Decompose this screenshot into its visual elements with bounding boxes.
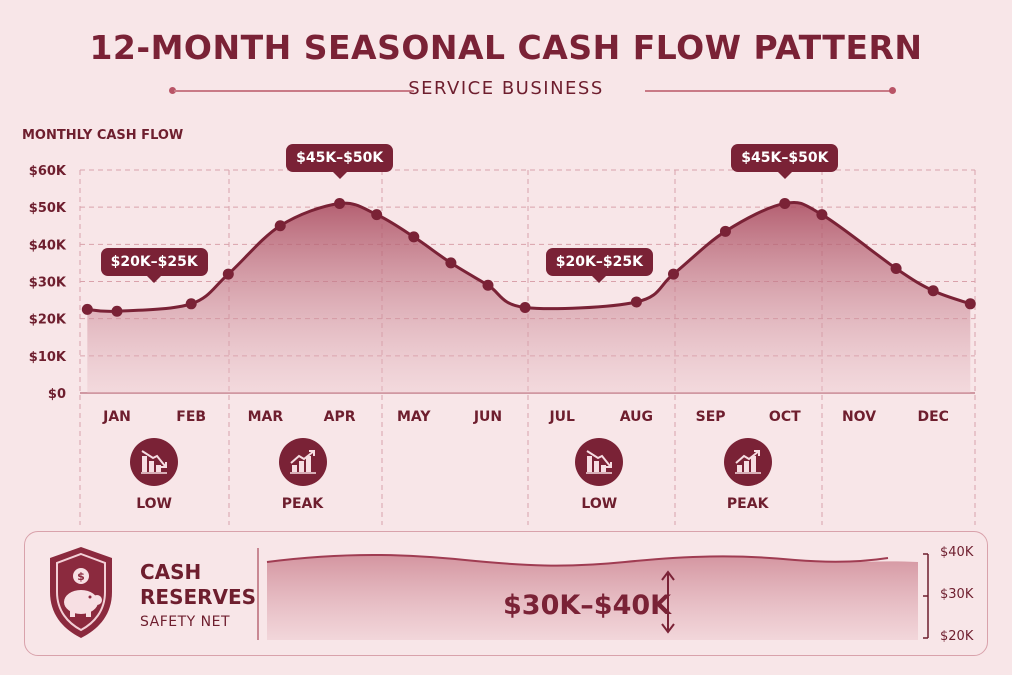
data-point [408,231,420,243]
y-tick-label: $10K [29,350,67,365]
data-point [482,279,494,291]
season-label: PEAK [281,496,324,512]
range-callout: $45K–$50K [286,144,394,179]
y-tick-label: $50K [29,201,67,216]
chart-title: 12-MONTH SEASONAL CASH FLOW PATTERN [89,28,923,67]
x-tick-label: AUG [620,409,653,425]
y-axis-title: MONTHLY CASH FLOW [22,128,184,143]
subtitle-rule-right [645,90,891,92]
season-indicator-peak: PEAK [708,438,788,512]
cash-reserves-panel: $ CASH RESERVES SAFETY NET $30K–$40K $40… [24,531,988,656]
data-point [274,220,286,232]
reserves-title: CASH RESERVES [140,560,256,610]
data-point [334,197,346,209]
reserves-title-line1: CASH [140,560,202,584]
trend-down-icon [141,450,168,474]
data-point [668,268,679,280]
subtitle-dot-right [889,87,896,94]
season-indicator-peak: PEAK [263,438,343,512]
chart-subtitle: SERVICE BUSINESS [408,78,604,99]
subtitle-dot-left [169,87,176,94]
season-icon-circle [723,438,772,486]
piggy-bank-shield-icon: $ [50,547,112,638]
trend-down-icon [586,450,613,474]
data-point [890,262,902,274]
season-label: PEAK [726,496,769,512]
data-point [519,302,531,314]
reserves-scale [923,553,929,639]
cash-flow-chart: $0 $10K $20K $30K $40K $50K $60K JAN FEB MAR APR MA… [29,164,976,525]
data-point [81,303,93,315]
season-icon-circle [278,438,327,486]
data-point [779,197,791,209]
reserves-tick-20k: $20K [940,629,974,644]
data-point [816,209,828,221]
reserves-title-line2: RESERVES [140,585,257,609]
y-tick-label: $0 [48,387,66,402]
trend-up-icon [289,450,316,474]
y-tick-label: $20K [29,313,67,328]
x-tick-label: JUL [548,409,575,425]
reserves-divider [257,548,259,640]
data-point [111,305,123,317]
y-tick-label: $30K [29,276,67,291]
data-point [185,298,197,310]
x-tick-label: NOV [842,409,876,425]
x-tick-label: JAN [102,409,131,425]
subtitle-row: SERVICE BUSINESS [0,78,1012,104]
reserves-range: $30K–$40K [503,590,672,621]
data-point [630,296,642,308]
subtitle-rule-left [174,90,414,92]
x-tick-label: MAY [397,409,431,425]
season-icon-circle [130,438,179,486]
season-indicator-low: LOW [559,438,639,512]
y-tick-label: $40K [29,238,67,253]
svg-text:$: $ [77,570,85,583]
x-tick-label: MAR [248,409,284,425]
season-indicator-low: LOW [114,438,194,512]
data-point [927,285,939,297]
data-point [371,209,383,221]
range-callout: $45K–$50K [731,144,839,179]
data-point [719,225,731,237]
x-tick-label: FEB [176,409,206,425]
reserves-tick-40k: $40K [940,545,974,560]
x-tick-label: JUN [473,409,502,425]
range-callout: $20K–$25K [100,248,208,283]
x-tick-label: OCT [769,409,801,425]
trend-up-icon [734,450,761,474]
y-tick-label: $60K [29,164,67,179]
reserves-tick-30k: $30K [940,587,974,602]
reserves-subtitle: SAFETY NET [140,614,231,630]
x-tick-label: DEC [917,409,948,425]
range-callout: $20K–$25K [545,248,653,283]
data-point [445,257,457,269]
season-icon-circle [575,438,624,486]
season-label: LOW [581,496,618,512]
reserves-band [266,554,918,640]
x-tick-label: SEP [696,409,726,425]
data-point [964,298,976,310]
cash-flow-area [87,202,971,393]
season-label: LOW [136,496,172,512]
x-tick-label: APR [324,409,356,425]
data-point [222,268,234,280]
